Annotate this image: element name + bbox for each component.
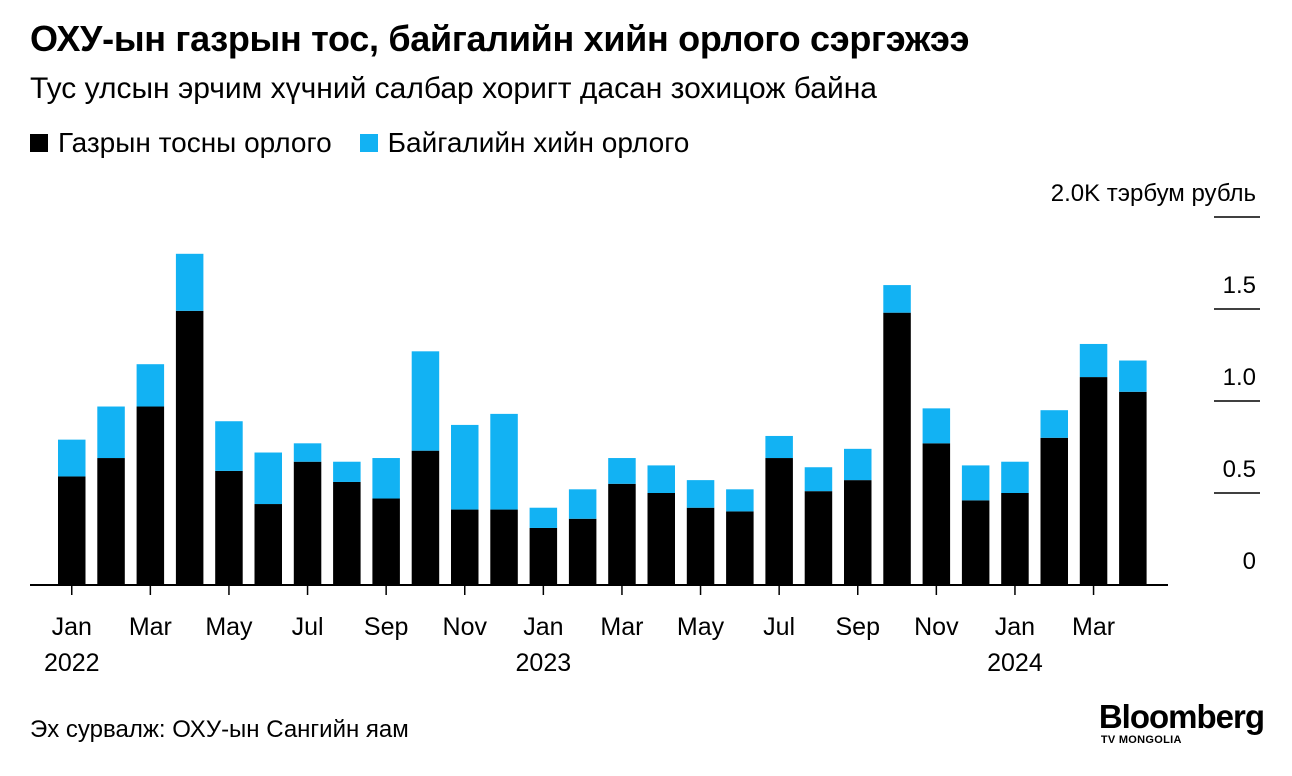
x-tick-label-22: Nov xyxy=(914,613,959,641)
x-tick-label-18: Jul xyxy=(763,613,795,641)
y-tick-label-4: 2.0K тэрбум рубль xyxy=(1051,180,1256,207)
bar-oil-2023-05 xyxy=(686,507,715,585)
logo-main: Bloomberg xyxy=(1098,698,1265,735)
bar-gas-2023-12 xyxy=(961,465,990,501)
bar-oil-2022-10 xyxy=(411,450,440,585)
x-tick-label-2: Mar xyxy=(129,613,172,641)
bar-gas-2022-03 xyxy=(136,364,165,407)
bloomberg-logo: Bloomberg TV MONGOLIA xyxy=(1098,698,1265,747)
x-tick-label-14: Mar xyxy=(600,613,643,641)
bar-gas-2022-02 xyxy=(97,406,125,459)
x-year-label-2024: 2024 xyxy=(987,649,1043,677)
bar-oil-2023-11 xyxy=(922,443,951,585)
bar-oil-2023-02 xyxy=(568,518,597,585)
x-axis: Jan 2022 Mar May Jul Sep Nov Jan 2023 Mar May Jul Se… xyxy=(30,584,1168,677)
bar-gas-2023-01 xyxy=(529,507,558,528)
bar-gas-2023-06 xyxy=(726,489,754,512)
bar-gas-2023-10 xyxy=(883,285,911,313)
y-axis: 0 0.5 1.0 1.5 2.0K тэрбум рубль xyxy=(1051,180,1260,575)
bar-oil-2022-12 xyxy=(490,509,518,585)
source-note: Эх сурвалж: ОХУ-ын Сангийн яам xyxy=(30,716,409,743)
bar-oil-2023-07 xyxy=(765,458,793,585)
legend-swatch-oil xyxy=(30,134,48,152)
x-year-label-2023: 2023 xyxy=(516,649,572,677)
bar-oil-2022-11 xyxy=(451,509,479,585)
x-tick-label-20: Sep xyxy=(836,613,880,641)
x-tick-label-24: Jan xyxy=(995,613,1035,641)
bar-gas-2023-08 xyxy=(804,467,833,492)
bar-oil-2023-04 xyxy=(647,493,675,585)
bar-oil-2024-04 xyxy=(1119,391,1147,585)
legend-swatch-gas xyxy=(359,134,378,152)
bar-gas-2022-04 xyxy=(175,253,204,311)
bar-gas-2023-03 xyxy=(608,458,636,484)
bar-gas-2022-01 xyxy=(58,439,86,477)
bar-oil-2022-07 xyxy=(293,461,322,585)
x-tick-label-12: Jan xyxy=(523,613,563,641)
x-tick-label-0: Jan xyxy=(52,613,92,641)
chart-title: ОХУ-ын газрын тос, байгалийн хийн орлого… xyxy=(30,18,970,59)
bar-oil-2024-02 xyxy=(1040,437,1068,585)
y-tick-label-3: 1.5 xyxy=(1223,272,1256,299)
x-tick-label-10: Nov xyxy=(443,613,488,641)
bar-gas-2024-01 xyxy=(1001,461,1029,493)
y-tick-label-1: 0.5 xyxy=(1223,456,1256,483)
bar-oil-2023-01 xyxy=(529,527,558,585)
x-tick-label-6: Jul xyxy=(292,613,324,641)
bar-oil-2022-02 xyxy=(97,458,125,585)
logo-sub: TV MONGOLIA xyxy=(1100,734,1182,746)
x-year-label-2022: 2022 xyxy=(44,649,100,677)
bar-gas-2023-09 xyxy=(844,448,872,481)
bar-gas-2023-02 xyxy=(568,489,597,519)
bar-gas-2024-04 xyxy=(1119,360,1147,392)
bar-oil-2023-03 xyxy=(608,483,636,585)
bar-oil-2022-04 xyxy=(175,310,204,585)
legend-item-oil: Газрын тосны орлого xyxy=(30,127,332,159)
bar-gas-2023-11 xyxy=(922,408,951,444)
legend-label-gas: Байгалийн хийн орлого xyxy=(387,127,690,158)
bar-chart: 0 0.5 1.0 1.5 2.0K тэрбум рубль Jan 2022 Mar Ma… xyxy=(30,180,1260,677)
y-tick-label-0: 0 xyxy=(1243,548,1256,575)
bar-oil-2022-09 xyxy=(372,498,400,585)
bar-oil-2022-03 xyxy=(136,406,165,585)
legend: Газрын тосны орлого Байгалийн хийн орлог… xyxy=(30,127,717,159)
bars-group xyxy=(58,253,1147,585)
bar-gas-2022-08 xyxy=(333,461,361,482)
bar-oil-2023-06 xyxy=(726,511,754,585)
bar-oil-2022-01 xyxy=(58,476,86,585)
bar-oil-2023-08 xyxy=(804,491,833,585)
bar-oil-2022-08 xyxy=(333,481,361,585)
legend-label-oil: Газрын тосны орлого xyxy=(58,127,332,158)
bar-gas-2024-02 xyxy=(1040,410,1068,438)
y-tick-label-2: 1.0 xyxy=(1223,364,1256,391)
bar-gas-2022-12 xyxy=(490,413,518,510)
chart-subtitle: Тус улсын эрчим хүчний салбар хоригт дас… xyxy=(30,72,877,105)
x-tick-label-16: May xyxy=(677,613,725,641)
bar-oil-2024-03 xyxy=(1079,377,1108,585)
bar-oil-2022-06 xyxy=(254,504,282,585)
bar-gas-2024-03 xyxy=(1079,343,1108,378)
bar-gas-2022-09 xyxy=(372,458,400,499)
bar-oil-2024-01 xyxy=(1001,493,1029,585)
bar-gas-2022-10 xyxy=(411,351,440,451)
bar-oil-2023-10 xyxy=(883,312,911,585)
x-tick-label-8: Sep xyxy=(364,613,408,641)
bar-gas-2023-05 xyxy=(686,480,715,508)
bar-gas-2022-05 xyxy=(215,421,243,471)
bar-oil-2023-12 xyxy=(961,500,990,585)
bar-gas-2023-04 xyxy=(647,465,675,493)
x-tick-label-4: May xyxy=(205,613,253,641)
bar-gas-2022-07 xyxy=(293,443,322,462)
bar-oil-2023-09 xyxy=(844,480,872,585)
bar-oil-2022-05 xyxy=(215,470,243,585)
legend-item-gas: Байгалийн хийн орлого xyxy=(359,127,690,159)
bar-gas-2022-06 xyxy=(254,452,282,505)
bar-gas-2022-11 xyxy=(451,424,479,510)
bar-gas-2023-07 xyxy=(765,435,793,459)
x-tick-label-26: Mar xyxy=(1072,613,1115,641)
